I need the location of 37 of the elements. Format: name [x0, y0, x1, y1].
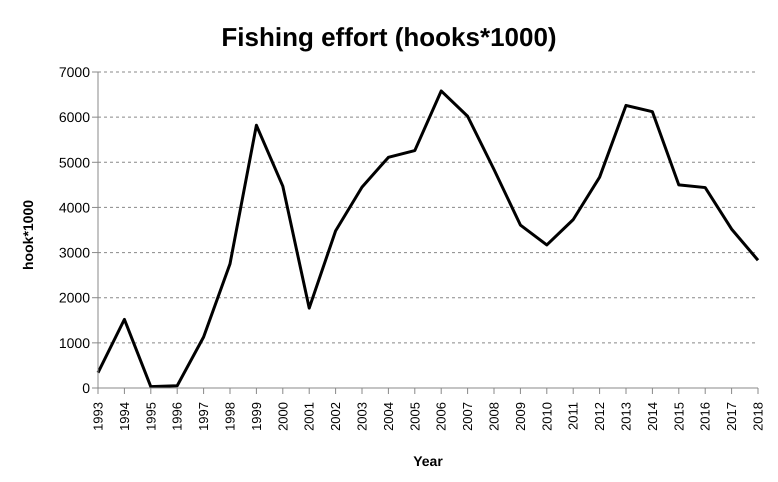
x-tick-label: 1994 [116, 402, 132, 431]
x-tick-label: 2013 [618, 402, 634, 431]
x-tick-label: 2001 [302, 402, 317, 431]
x-tick-label: 1997 [196, 402, 212, 431]
x-tick-label: 2014 [644, 402, 660, 431]
x-tick-label: 1999 [248, 402, 264, 431]
x-tick-label: 2015 [671, 402, 686, 431]
x-axis-title: Year [413, 453, 444, 469]
x-tick-label: 2004 [380, 402, 396, 431]
x-tick-label: 1996 [170, 402, 185, 431]
y-tick-label: 6000 [58, 109, 90, 126]
x-tick-label: 2007 [460, 402, 476, 431]
x-tick-label: 2000 [275, 402, 290, 431]
y-tick-label: 2000 [58, 290, 90, 306]
y-axis-title: hook*1000 [20, 200, 36, 270]
x-tick-label: 2011 [566, 402, 581, 430]
x-tick-label: 2005 [407, 402, 422, 431]
x-tick-label: 2002 [328, 402, 344, 431]
y-tick-label: 5000 [58, 154, 90, 170]
x-tick-label: 2003 [354, 402, 370, 431]
x-tick-label: 2008 [486, 402, 502, 431]
y-tick-label: 4000 [58, 199, 90, 216]
x-tick-label: 2016 [698, 402, 713, 431]
x-tick-label: 2010 [539, 402, 554, 431]
x-tick-label: 2009 [512, 402, 528, 431]
y-tick-label: 7000 [58, 64, 90, 80]
y-tick-label: 0 [82, 380, 90, 396]
x-tick-label: 2006 [434, 402, 449, 431]
x-tick-label: 2017 [724, 402, 740, 431]
x-tick-label: 2012 [592, 402, 608, 431]
x-tick-label: 1998 [222, 402, 238, 431]
y-tick-label: 1000 [58, 334, 90, 351]
chart-title: Fishing effort (hooks*1000) [221, 22, 557, 52]
y-tick-label: 3000 [58, 244, 90, 261]
x-tick-label: 2018 [750, 402, 766, 431]
x-tick-label: 1995 [143, 402, 158, 431]
x-tick-label: 1993 [90, 402, 106, 431]
